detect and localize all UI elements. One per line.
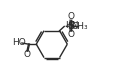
Text: HN: HN <box>65 21 78 30</box>
Text: S: S <box>67 21 74 31</box>
Text: CH₃: CH₃ <box>71 22 88 31</box>
Text: O: O <box>24 50 31 59</box>
Text: O: O <box>67 30 74 39</box>
Text: O: O <box>67 12 74 21</box>
Text: HO: HO <box>12 38 26 47</box>
